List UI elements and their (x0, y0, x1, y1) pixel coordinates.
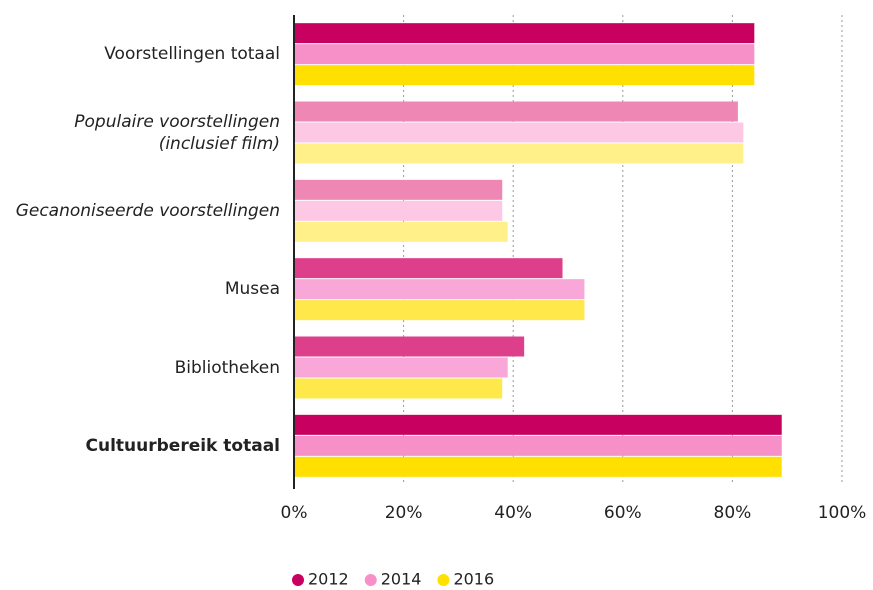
bar (294, 23, 755, 44)
bar (294, 143, 744, 164)
bar (294, 435, 782, 456)
bar (294, 200, 503, 221)
bar (294, 65, 755, 86)
x-tick-label: 100% (818, 503, 867, 523)
bar (294, 44, 755, 65)
bar (294, 258, 563, 279)
bar (294, 179, 503, 200)
legend-label: 2014 (381, 570, 422, 589)
category-label: Gecanoniseerde voorstellingen (15, 200, 280, 221)
bar (294, 336, 525, 357)
category-label: Bibliotheken (174, 357, 280, 378)
bar (294, 122, 744, 143)
bar (294, 456, 782, 477)
x-tick-label: 0% (281, 503, 308, 523)
x-tick-label: 80% (714, 503, 752, 523)
bar (294, 378, 503, 399)
category-label: Voorstellingen totaal (104, 44, 280, 65)
legend-marker (292, 574, 304, 586)
legend-label: 2012 (308, 570, 349, 589)
bar (294, 221, 508, 242)
bar (294, 357, 508, 378)
category-label: Populaire voorstellingen (inclusief film… (74, 111, 280, 154)
legend-label: 2016 (453, 570, 494, 589)
x-tick-label: 20% (385, 503, 423, 523)
bar (294, 101, 738, 122)
x-tick-label: 40% (494, 503, 532, 523)
bar (294, 279, 585, 300)
x-tick-label: 60% (604, 503, 642, 523)
legend-marker (437, 574, 450, 586)
category-label: Musea (224, 279, 280, 300)
bar (294, 300, 585, 321)
bar (294, 414, 782, 435)
category-label: Cultuurbereik totaal (85, 435, 281, 456)
legend-marker (364, 574, 377, 586)
